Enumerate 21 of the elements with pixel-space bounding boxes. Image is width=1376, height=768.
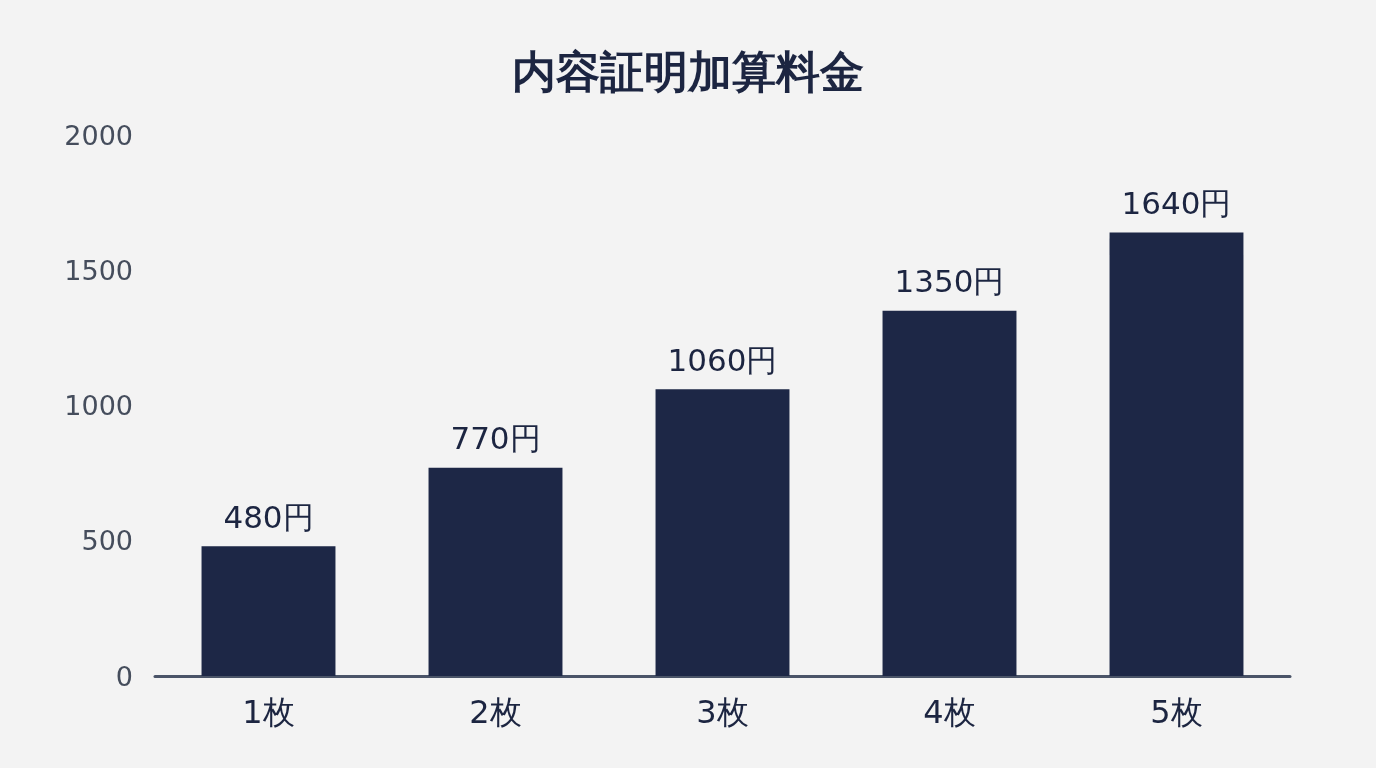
x-tick-label: 2枚 (469, 693, 522, 731)
data-label: 1640円 (1121, 184, 1232, 221)
bar (1109, 232, 1244, 676)
bar (882, 310, 1017, 676)
data-label: 1350円 (894, 263, 1005, 300)
y-tick-label: 500 (81, 525, 133, 557)
data-label: 1060円 (667, 341, 778, 378)
x-tick-label: 5枚 (1150, 693, 1203, 731)
data-label: 770円 (450, 420, 541, 457)
y-tick-label: 0 (115, 660, 133, 692)
bar (655, 389, 790, 676)
bar (428, 467, 563, 676)
x-tick-label: 1枚 (242, 693, 295, 731)
data-label: 480円 (223, 498, 314, 535)
y-tick-label: 2000 (64, 119, 133, 151)
bar (201, 546, 336, 676)
chart-title: 内容証明加算料金 (512, 45, 864, 97)
x-tick-label: 3枚 (696, 693, 749, 731)
y-tick-label: 1500 (64, 254, 133, 286)
x-tick-label: 4枚 (923, 693, 976, 731)
y-tick-label: 1000 (64, 390, 133, 421)
